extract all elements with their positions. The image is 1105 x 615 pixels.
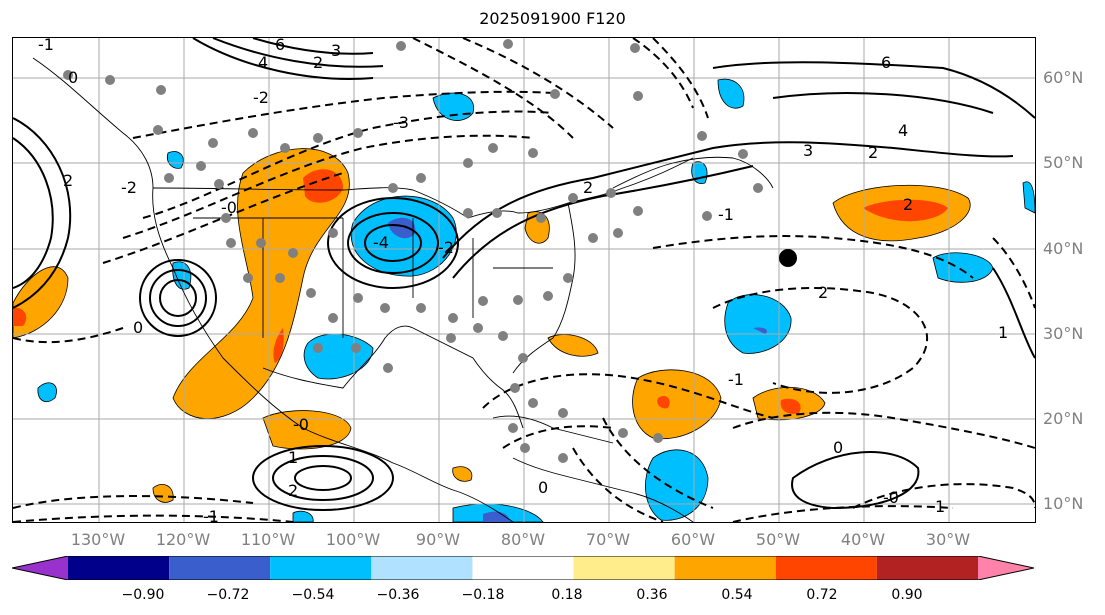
colorbar-tick: 0.90	[891, 587, 923, 603]
colorbar-tick: −0.18	[461, 587, 505, 603]
contour-label: -0	[293, 415, 309, 434]
contour-label: -4	[373, 233, 389, 252]
contour-label: 0	[133, 318, 143, 337]
lon-label: 70°W	[585, 530, 631, 549]
colorbar-segment	[876, 556, 978, 580]
lat-label: 50°N	[1043, 153, 1084, 172]
contour-label: -2	[253, 88, 269, 107]
storm-marker	[779, 249, 797, 267]
colorbar-tick: −0.36	[376, 587, 420, 603]
contour-label: 0	[538, 478, 548, 497]
contour-label: 6	[275, 38, 285, 54]
contour-label: 1	[998, 323, 1008, 342]
lon-label: 40°W	[840, 530, 886, 549]
contour-label: 3	[803, 141, 813, 160]
contour-label: 4	[258, 53, 268, 72]
contour-label: 0	[68, 68, 78, 87]
colorbar	[12, 556, 1034, 580]
contour-label: -0	[221, 198, 237, 217]
lat-label: 20°N	[1043, 409, 1084, 428]
lon-label: 100°W	[325, 530, 381, 549]
colorbar-tick: −0.54	[291, 587, 335, 603]
contour-label: -1	[728, 370, 744, 389]
colorbar-segment	[573, 556, 675, 580]
contour-label: -2	[438, 238, 454, 257]
contour-label: 0	[833, 438, 843, 457]
lon-label: 90°W	[415, 530, 461, 549]
solid-contours	[13, 38, 1035, 511]
lon-label: 60°W	[670, 530, 716, 549]
map-canvas: 0 -1 4 2 3 -2 -3 6 -0 1 2 -1 0 -2 2 -0 -…	[13, 38, 1035, 522]
lon-label: 50°W	[755, 530, 801, 549]
contour-label: -1	[203, 507, 219, 522]
contour-labels: 0 -1 4 2 3 -2 -3 6 -0 1 2 -1 0 -2 2 -0 -…	[38, 38, 1008, 522]
lon-label: 30°W	[925, 530, 971, 549]
colorbar-segment	[978, 556, 1034, 580]
lon-label: 120°W	[155, 530, 211, 549]
colorbar-tick: 0.54	[721, 587, 753, 603]
contour-label: 3	[331, 41, 341, 60]
contour-label: 2	[63, 171, 73, 190]
colorbar-segment	[674, 556, 776, 580]
colorbar-tick: 0.36	[636, 587, 668, 603]
contour-label: 2	[818, 283, 828, 302]
lat-label: 10°N	[1043, 494, 1084, 513]
dashed-contours	[13, 38, 1035, 522]
map-panel: 0 -1 4 2 3 -2 -3 6 -0 1 2 -1 0 -2 2 -0 -…	[12, 37, 1036, 523]
contour-label: 6	[881, 53, 891, 72]
colorbar-segment	[270, 556, 372, 580]
colorbar-segment	[169, 556, 271, 580]
contour-label: 1	[288, 448, 298, 467]
lon-label: 130°W	[70, 530, 126, 549]
lon-label: 80°W	[500, 530, 546, 549]
contour-label: -0	[883, 488, 899, 507]
lat-label: 40°N	[1043, 239, 1084, 258]
contour-label: -1	[718, 205, 734, 224]
colorbar-segment	[68, 556, 170, 580]
station-markers	[63, 39, 763, 463]
colorbar-segment	[775, 556, 877, 580]
colorbar-segment	[472, 556, 574, 580]
colorbar-segment	[371, 556, 473, 580]
contour-label: 1	[935, 497, 945, 516]
contour-label: 2	[868, 143, 878, 162]
contour-label: 2	[583, 178, 593, 197]
lat-label: 30°N	[1043, 324, 1084, 343]
contour-label: 2	[288, 481, 298, 500]
map-title: 2025091900 F120	[479, 9, 626, 28]
contour-label: -1	[38, 38, 54, 54]
contour-label: -2	[121, 178, 137, 197]
colorbar-tick: −0.90	[121, 587, 165, 603]
contour-label: 2	[903, 195, 913, 214]
lat-label: 60°N	[1043, 68, 1084, 87]
colorbar-tick: 0.18	[551, 587, 583, 603]
colorbar-tick: 0.72	[806, 587, 838, 603]
colorbar-tick: −0.72	[206, 587, 250, 603]
lon-label: 110°W	[240, 530, 296, 549]
colorbar-segment	[12, 556, 68, 580]
contour-label: -3	[393, 113, 409, 132]
contour-label: 2	[313, 53, 323, 72]
contour-label: 4	[898, 121, 908, 140]
